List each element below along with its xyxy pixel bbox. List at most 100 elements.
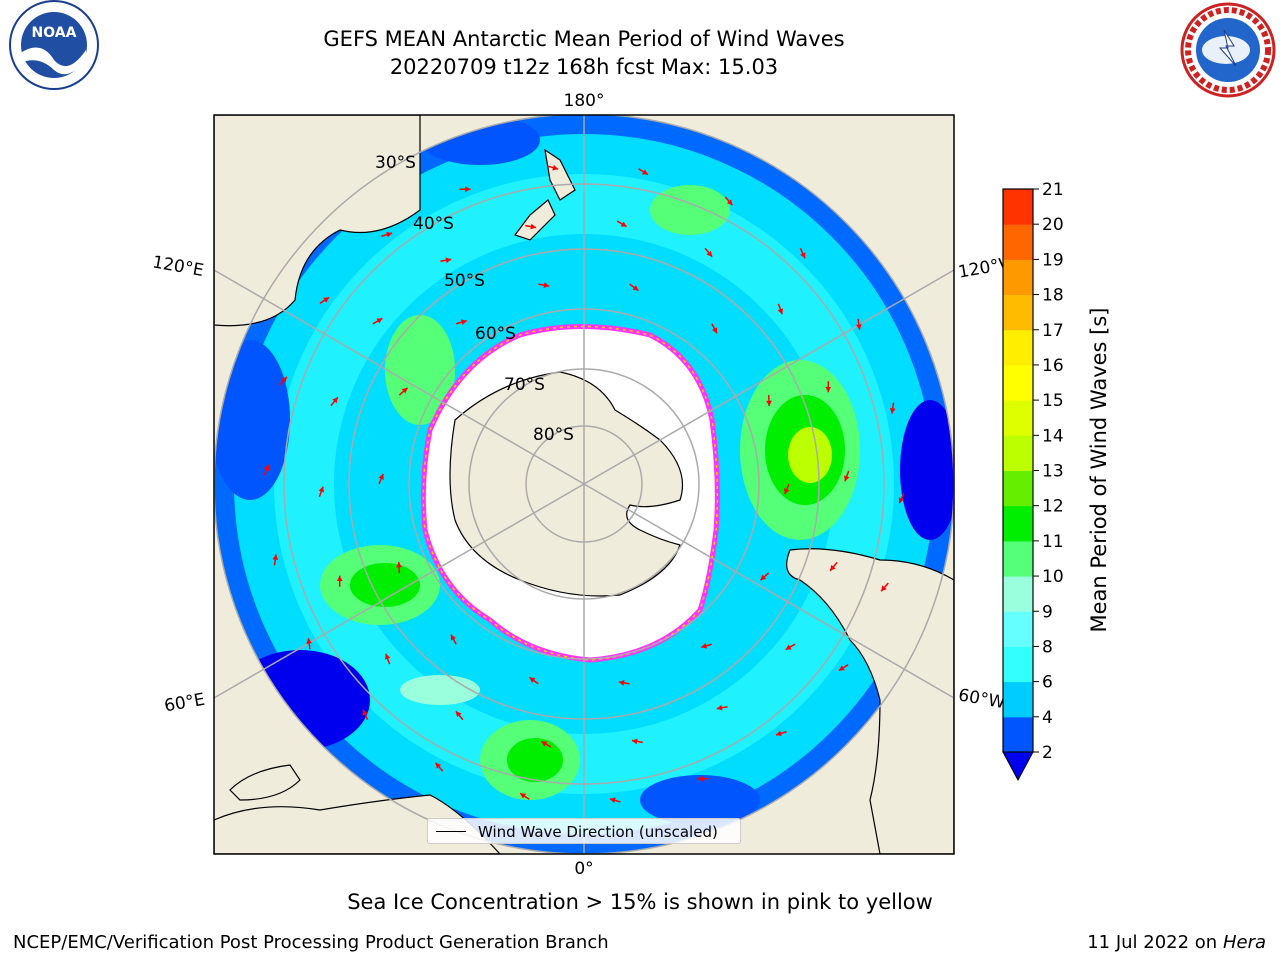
lat-label-80s: 80°S bbox=[533, 425, 574, 445]
wind-wave-arrowhead bbox=[376, 318, 383, 324]
lat-label-40s: 40°S bbox=[413, 214, 454, 234]
wind-wave-arrowhead bbox=[450, 634, 456, 641]
new-zealand-north bbox=[544, 148, 576, 201]
wind-wave-arrowhead bbox=[641, 169, 648, 175]
colorbar-tick-label: 4 bbox=[1042, 708, 1053, 728]
wind-wave-arrowhead bbox=[272, 554, 279, 561]
colorbar-band bbox=[1003, 540, 1033, 577]
colorbar-extend-arrow bbox=[1002, 751, 1034, 782]
lon-label-180: 180° bbox=[564, 91, 605, 111]
south-america bbox=[786, 548, 954, 854]
wind-wave-arrowhead bbox=[281, 376, 287, 383]
colorbar-tick-label: 9 bbox=[1042, 602, 1053, 622]
wind-wave-arrowhead bbox=[386, 231, 393, 238]
wind-wave-arrowhead bbox=[378, 473, 384, 480]
wind-wave-arrowhead bbox=[618, 680, 625, 686]
wind-wave-arrowhead bbox=[777, 308, 784, 315]
wind-wave-arrowhead bbox=[785, 644, 792, 650]
wind-wave-arrowhead bbox=[701, 643, 708, 649]
lon-label-120e: 120°E bbox=[151, 252, 205, 281]
colorbar-band bbox=[1003, 189, 1033, 225]
wind-wave-arrowhead bbox=[465, 186, 471, 193]
wind-wave-arrowhead bbox=[263, 464, 270, 471]
wind-wave-arrowhead bbox=[323, 297, 330, 303]
colorbar-title: Mean Period of Wind Waves [s] bbox=[1087, 308, 1111, 633]
wind-wave-arrowhead bbox=[552, 164, 559, 171]
wind-wave-arrowhead bbox=[726, 199, 733, 206]
wind-wave-arrowhead bbox=[760, 574, 767, 581]
wind-wave-arrowhead bbox=[838, 665, 845, 671]
wind-wave-arrowhead bbox=[336, 575, 343, 582]
map-frame bbox=[213, 114, 955, 855]
footer-credit: NCEP/EMC/Verification Post Processing Pr… bbox=[13, 932, 609, 953]
footer-machine: Hera bbox=[1222, 932, 1266, 953]
wind-wave-arrowhead bbox=[541, 741, 548, 747]
wind-wave-arrowhead bbox=[631, 738, 638, 745]
lat-label-50s: 50°S bbox=[444, 271, 485, 291]
colorbar-band bbox=[1003, 611, 1033, 647]
footer-date-text: 11 Jul 2022 on bbox=[1087, 932, 1223, 953]
colorbar-tick-label: 8 bbox=[1042, 637, 1053, 657]
colorbar-band bbox=[1003, 505, 1033, 542]
wind-wave-arrowhead bbox=[445, 257, 452, 264]
wind-wave-arrowhead bbox=[401, 387, 408, 394]
wind-wave-arrowhead bbox=[706, 250, 713, 257]
wind-wave-arrowhead bbox=[609, 797, 616, 804]
wind-wave-arrowhead bbox=[362, 709, 368, 716]
lon-label-0: 0° bbox=[574, 859, 593, 879]
wind-wave-arrowhead bbox=[529, 677, 536, 683]
wind-wave-arrowhead bbox=[712, 327, 718, 334]
map-title: GEFS MEAN Antarctic Mean Period of Wind … bbox=[323, 27, 845, 51]
wind-wave-arrowhead bbox=[455, 711, 462, 718]
lat-label-30s: 30°S bbox=[375, 153, 416, 173]
madagascar bbox=[229, 764, 301, 801]
antarctica bbox=[449, 371, 684, 597]
legend-line-swatch bbox=[436, 831, 466, 832]
colorbar-tick-label: 15 bbox=[1042, 391, 1064, 411]
wind-wave-arrowhead bbox=[856, 324, 862, 330]
colorbar-band bbox=[1003, 435, 1033, 471]
colorbar-tick-label: 12 bbox=[1042, 497, 1064, 517]
wind-wave-arrowhead bbox=[332, 397, 338, 404]
wind-wave-arrowhead bbox=[898, 497, 905, 504]
wind-wave-arrowhead bbox=[825, 386, 832, 393]
colorbar-band bbox=[1003, 294, 1033, 331]
colorbar-tick-label: 13 bbox=[1042, 462, 1064, 482]
wind-wave-arrowhead bbox=[384, 653, 391, 660]
wind-wave-arrowhead bbox=[632, 285, 639, 291]
wind-wave-arrows bbox=[263, 164, 905, 804]
wind-wave-arrowhead bbox=[716, 704, 723, 711]
wind-wave-arrowhead bbox=[396, 561, 402, 568]
colorbar-band bbox=[1003, 224, 1033, 260]
colorbar-tick-label: 20 bbox=[1042, 215, 1064, 235]
legend-label: Wind Wave Direction (unscaled) bbox=[478, 823, 718, 841]
wind-wave-arrowhead bbox=[800, 252, 806, 259]
colorbar-band bbox=[1003, 681, 1033, 718]
lat-label-60s: 60°S bbox=[475, 324, 516, 344]
colorbar-tick-label: 18 bbox=[1042, 286, 1064, 306]
wind-wave-arrowhead bbox=[844, 475, 850, 482]
wind-wave-arrowhead bbox=[435, 762, 442, 769]
australia bbox=[214, 115, 421, 327]
colorbar-tick-label: 6 bbox=[1042, 673, 1053, 693]
wind-wave-arrowhead bbox=[520, 793, 527, 799]
colorbar-band bbox=[1003, 364, 1033, 401]
wind-wave-arrowhead bbox=[543, 282, 550, 288]
colorbar-band bbox=[1003, 329, 1033, 366]
wind-wave-arrowhead bbox=[775, 730, 782, 737]
colorbar-tick-label: 21 bbox=[1042, 180, 1064, 200]
colorbar-band bbox=[1003, 576, 1033, 612]
colorbar: 2 4 6 8 9 10 11 12 13 14 15 16 17 18 19 20 21 Mean Perio… bbox=[1002, 180, 1111, 782]
wind-wave-arrowhead bbox=[697, 775, 703, 782]
colorbar-band bbox=[1003, 400, 1033, 436]
footer-date: 11 Jul 2022 on Hera bbox=[1087, 932, 1266, 953]
lat-label-70s: 70°S bbox=[504, 375, 545, 395]
colorbar-tick-label: 14 bbox=[1042, 426, 1064, 446]
new-zealand-south bbox=[514, 199, 556, 241]
wind-wave-arrowhead bbox=[889, 407, 896, 414]
wind-wave-arrowhead bbox=[530, 223, 537, 230]
nws-logo-icon bbox=[1180, 2, 1276, 98]
colorbar-tick-label: 2 bbox=[1042, 743, 1053, 763]
wind-wave-arrowhead bbox=[830, 564, 836, 571]
